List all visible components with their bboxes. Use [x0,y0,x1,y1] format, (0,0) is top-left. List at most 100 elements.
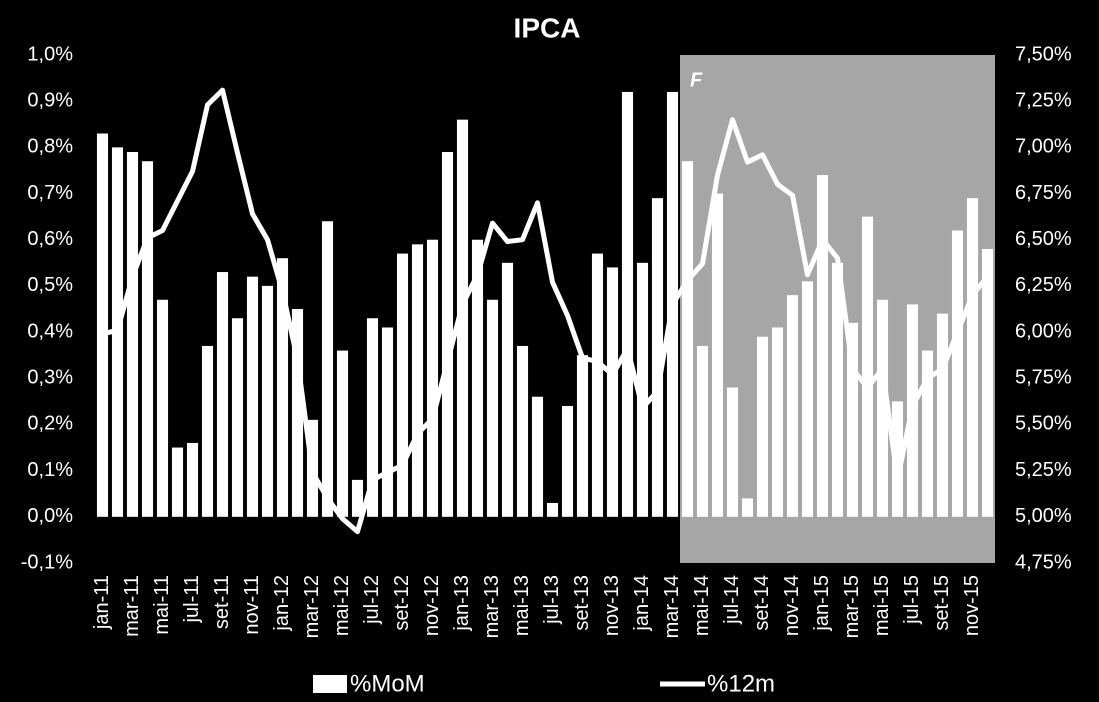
legend-label: %12m [707,670,775,697]
bar [771,327,784,517]
y-tick-label: 0,1% [27,459,73,481]
bar [756,336,769,517]
y2-tick-label: 4,75% [1015,551,1072,573]
x-tick-label: nov-13 [601,575,623,636]
bar [471,239,484,517]
bar [621,91,634,517]
y2-tick-label: 6,00% [1015,320,1072,342]
x-tick-label: mar-12 [301,575,323,638]
bar [636,262,649,517]
bar [441,151,454,517]
x-tick-label: jan-14 [631,575,653,632]
x-tick-label: mai-11 [151,575,173,635]
forecast-label: F [690,69,703,91]
x-tick-label: jul-11 [181,575,203,623]
x-tick-label: set-13 [571,575,593,631]
x-tick-label: mai-12 [331,575,353,636]
bar [876,299,889,517]
x-tick-label: jan-12 [271,575,293,632]
bar [156,299,169,517]
bar [861,216,874,517]
bar [516,345,529,517]
bar [261,285,274,517]
bar [426,239,439,517]
x-tick-label: jan-15 [811,575,833,632]
bar [171,447,184,517]
bar [276,258,289,517]
bar [411,244,424,517]
bar [351,479,364,517]
bar [936,313,949,517]
y-tick-label: 0,2% [27,413,73,435]
bar [681,161,694,517]
x-tick-label: nov-14 [781,575,803,636]
x-tick-label: jul-12 [361,575,383,625]
bar [486,299,499,517]
y-tick-label: 0,0% [27,505,73,527]
bar [981,248,994,517]
bar [786,295,799,517]
legend-swatch [313,675,347,693]
bar [321,221,334,517]
bar [456,119,469,517]
line [101,87,990,535]
bar [201,345,214,517]
y-tick-label: 0,3% [27,367,73,389]
x-tick-label: mai-13 [511,575,533,636]
y2-tick-label: 5,25% [1015,459,1072,481]
bar [816,175,829,517]
y2-tick-label: 5,75% [1015,367,1072,389]
bar [801,281,814,517]
y2-tick-label: 5,00% [1015,505,1072,527]
bar [591,253,604,517]
x-tick-label: jan-13 [451,575,473,632]
bar [561,405,574,517]
x-tick-label: set-12 [391,575,413,631]
bar [126,151,139,517]
y-tick-label: 0,6% [27,228,73,250]
y2-tick-label: 7,00% [1015,136,1072,158]
bar [726,387,739,517]
y2-tick-label: 5,50% [1015,413,1072,435]
bar [831,262,844,517]
x-tick-label: nov-11 [241,575,263,635]
x-tick-label: nov-15 [961,575,983,636]
x-tick-label: set-15 [931,575,953,631]
bar [966,198,979,517]
bar [741,498,754,517]
bar [216,272,229,517]
x-tick-label: jul-14 [721,575,743,625]
x-tick-label: mar-11 [121,575,143,637]
bar [546,502,559,517]
bar [141,161,154,517]
y-tick-label: 0,4% [27,320,73,342]
x-tick-label: jan-11 [91,575,113,630]
y-tick-label: 0,9% [27,89,73,111]
x-tick-label: set-11 [211,575,233,629]
bar [501,262,514,517]
bar [846,322,859,517]
chart-title: IPCA [514,12,581,43]
bar [921,350,934,517]
x-tick-label: jul-13 [541,575,563,625]
bar [696,345,709,517]
bar [576,355,589,517]
x-tick-label: jul-15 [901,575,923,625]
bar [531,396,544,517]
bar [186,442,199,517]
bar [291,309,304,517]
y2-tick-label: 6,25% [1015,274,1072,296]
x-tick-label: mar-15 [841,575,863,638]
x-tick-label: mai-14 [691,575,713,636]
y2-tick-label: 7,25% [1015,89,1072,111]
y-tick-label: 0,8% [27,136,73,158]
bar [231,318,244,517]
bar [366,318,379,517]
bar [246,276,259,517]
y-tick-label: 1,0% [27,43,73,65]
bar [951,230,964,517]
x-tick-label: mar-13 [481,575,503,638]
legend-label: %MoM [350,670,425,697]
bar [651,198,664,517]
